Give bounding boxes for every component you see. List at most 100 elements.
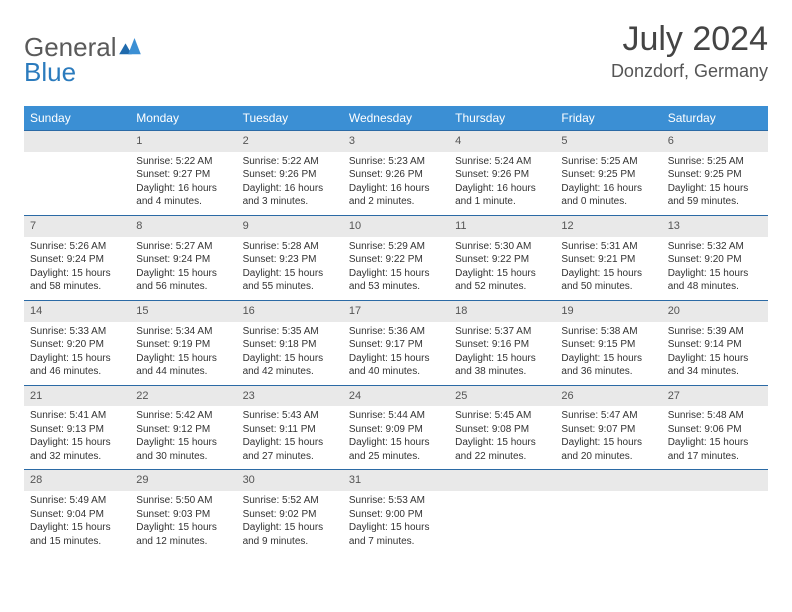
daylight-line: Daylight: 15 hours and 36 minutes.	[561, 352, 655, 379]
sunrise-line: Sunrise: 5:38 AM	[561, 325, 655, 339]
day-cell: Sunrise: 5:52 AMSunset: 9:02 PMDaylight:…	[237, 491, 343, 554]
day-cell	[662, 491, 768, 554]
day-cell: Sunrise: 5:43 AMSunset: 9:11 PMDaylight:…	[237, 406, 343, 470]
day-number-cell: 8	[130, 215, 236, 236]
day-number-cell: 14	[24, 300, 130, 321]
sunset-line: Sunset: 9:27 PM	[136, 168, 230, 182]
day-cell: Sunrise: 5:37 AMSunset: 9:16 PMDaylight:…	[449, 322, 555, 386]
day-cell: Sunrise: 5:49 AMSunset: 9:04 PMDaylight:…	[24, 491, 130, 554]
daylight-line: Daylight: 15 hours and 42 minutes.	[243, 352, 337, 379]
day-cell: Sunrise: 5:30 AMSunset: 9:22 PMDaylight:…	[449, 237, 555, 301]
sunrise-line: Sunrise: 5:50 AM	[136, 494, 230, 508]
day-number-cell: 3	[343, 131, 449, 152]
daylight-line: Daylight: 15 hours and 59 minutes.	[668, 182, 762, 209]
daylight-line: Daylight: 15 hours and 12 minutes.	[136, 521, 230, 548]
daylight-line: Daylight: 15 hours and 9 minutes.	[243, 521, 337, 548]
sunrise-line: Sunrise: 5:35 AM	[243, 325, 337, 339]
day-cell: Sunrise: 5:36 AMSunset: 9:17 PMDaylight:…	[343, 322, 449, 386]
daylight-line: Daylight: 15 hours and 53 minutes.	[349, 267, 443, 294]
day-number-cell: 9	[237, 215, 343, 236]
day-number-cell: 28	[24, 470, 130, 491]
sunset-line: Sunset: 9:26 PM	[349, 168, 443, 182]
sunset-line: Sunset: 9:21 PM	[561, 253, 655, 267]
sunrise-line: Sunrise: 5:22 AM	[243, 155, 337, 169]
content-row: Sunrise: 5:22 AMSunset: 9:27 PMDaylight:…	[24, 152, 768, 216]
daynum-row: 78910111213	[24, 215, 768, 236]
day-cell: Sunrise: 5:35 AMSunset: 9:18 PMDaylight:…	[237, 322, 343, 386]
sunrise-line: Sunrise: 5:41 AM	[30, 409, 124, 423]
logo-text-b: Blue	[24, 57, 76, 87]
content-row: Sunrise: 5:41 AMSunset: 9:13 PMDaylight:…	[24, 406, 768, 470]
sunset-line: Sunset: 9:06 PM	[668, 423, 762, 437]
sunrise-line: Sunrise: 5:22 AM	[136, 155, 230, 169]
day-number-cell: 21	[24, 385, 130, 406]
daynum-row: 28293031	[24, 470, 768, 491]
sunset-line: Sunset: 9:14 PM	[668, 338, 762, 352]
sunrise-line: Sunrise: 5:32 AM	[668, 240, 762, 254]
dow-header: Sunday	[24, 106, 130, 131]
sunrise-line: Sunrise: 5:44 AM	[349, 409, 443, 423]
daylight-line: Daylight: 15 hours and 22 minutes.	[455, 436, 549, 463]
daylight-line: Daylight: 15 hours and 56 minutes.	[136, 267, 230, 294]
dow-header: Tuesday	[237, 106, 343, 131]
day-cell: Sunrise: 5:34 AMSunset: 9:19 PMDaylight:…	[130, 322, 236, 386]
sunset-line: Sunset: 9:00 PM	[349, 508, 443, 522]
day-cell: Sunrise: 5:44 AMSunset: 9:09 PMDaylight:…	[343, 406, 449, 470]
day-number-cell: 18	[449, 300, 555, 321]
day-number-cell: 4	[449, 131, 555, 152]
day-cell: Sunrise: 5:26 AMSunset: 9:24 PMDaylight:…	[24, 237, 130, 301]
content-row: Sunrise: 5:26 AMSunset: 9:24 PM Daylight:…	[24, 237, 768, 301]
daylight-line: Daylight: 15 hours and 52 minutes.	[455, 267, 549, 294]
sunset-line: Sunset: 9:16 PM	[455, 338, 549, 352]
day-cell: Sunrise: 5:39 AMSunset: 9:14 PMDaylight:…	[662, 322, 768, 386]
sunrise-line: Sunrise: 5:52 AM	[243, 494, 337, 508]
daylight-line: Daylight: 15 hours and 17 minutes.	[668, 436, 762, 463]
location: Donzdorf, Germany	[611, 61, 768, 82]
day-cell: Sunrise: 5:22 AMSunset: 9:26 PMDaylight:…	[237, 152, 343, 216]
daylight-line: Daylight: 15 hours and 34 minutes.	[668, 352, 762, 379]
day-cell: Sunrise: 5:32 AMSunset: 9:20 PMDaylight:…	[662, 237, 768, 301]
day-cell: Sunrise: 5:53 AMSunset: 9:00 PMDaylight:…	[343, 491, 449, 554]
sunrise-line: Sunrise: 5:26 AM	[30, 240, 124, 254]
sunrise-line: Sunrise: 5:29 AM	[349, 240, 443, 254]
sunset-line: Sunset: 9:22 PM	[349, 253, 443, 267]
day-number-cell: 19	[555, 300, 661, 321]
dow-header: Thursday	[449, 106, 555, 131]
sunset-line: Sunset: 9:22 PM	[455, 253, 549, 267]
dow-header: Wednesday	[343, 106, 449, 131]
sunrise-line: Sunrise: 5:25 AM	[561, 155, 655, 169]
day-cell: Sunrise: 5:45 AMSunset: 9:08 PMDaylight:…	[449, 406, 555, 470]
sunrise-line: Sunrise: 5:33 AM	[30, 325, 124, 339]
sunrise-line: Sunrise: 5:48 AM	[668, 409, 762, 423]
daylight-line: Daylight: 15 hours and 55 minutes.	[243, 267, 337, 294]
daynum-row: 14151617181920	[24, 300, 768, 321]
sunrise-line: Sunrise: 5:30 AM	[455, 240, 549, 254]
dow-header: Saturday	[662, 106, 768, 131]
sunset-line: Sunset: 9:24 PM	[30, 253, 124, 267]
sunset-line: Sunset: 9:25 PM	[668, 168, 762, 182]
title-block: July 2024 Donzdorf, Germany	[611, 20, 768, 82]
day-number-cell: 20	[662, 300, 768, 321]
daylight-line: Daylight: 15 hours and 15 minutes.	[30, 521, 124, 548]
sunset-line: Sunset: 9:18 PM	[243, 338, 337, 352]
sunrise-line: Sunrise: 5:31 AM	[561, 240, 655, 254]
sunrise-line: Sunrise: 5:37 AM	[455, 325, 549, 339]
sunrise-line: Sunrise: 5:45 AM	[455, 409, 549, 423]
sunrise-line: Sunrise: 5:47 AM	[561, 409, 655, 423]
day-number-cell	[24, 131, 130, 152]
day-number-cell: 24	[343, 385, 449, 406]
day-cell: Sunrise: 5:42 AMSunset: 9:12 PMDaylight:…	[130, 406, 236, 470]
daylight-line: Daylight: 16 hours and 4 minutes.	[136, 182, 230, 209]
daylight-line: Daylight: 16 hours and 0 minutes.	[561, 182, 655, 209]
dow-header: Friday	[555, 106, 661, 131]
month-title: July 2024	[611, 20, 768, 59]
day-cell: Sunrise: 5:31 AMSunset: 9:21 PMDaylight:…	[555, 237, 661, 301]
day-cell: Sunrise: 5:33 AMSunset: 9:20 PMDaylight:…	[24, 322, 130, 386]
day-number-cell: 26	[555, 385, 661, 406]
sunset-line: Sunset: 9:20 PM	[30, 338, 124, 352]
daylight-line: Daylight: 16 hours and 2 minutes.	[349, 182, 443, 209]
content-row: Sunrise: 5:33 AMSunset: 9:20 PM Daylight:…	[24, 322, 768, 386]
sunrise-line: Sunrise: 5:28 AM	[243, 240, 337, 254]
day-number-cell: 25	[449, 385, 555, 406]
calendar-table: SundayMondayTuesdayWednesdayThursdayFrid…	[24, 106, 768, 554]
